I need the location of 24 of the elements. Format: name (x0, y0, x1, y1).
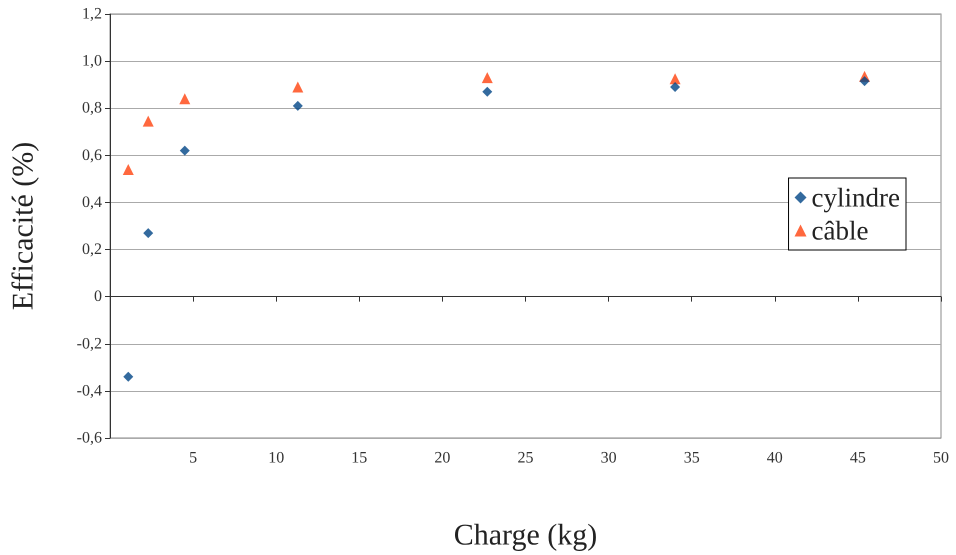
y-tick-label: -0,2 (76, 335, 102, 352)
y-tick-label: -0,6 (76, 430, 102, 446)
legend-label: cylindre (812, 182, 900, 212)
x-tick-label: 10 (268, 450, 284, 466)
y-tick-label: 1,0 (82, 52, 102, 70)
y-tick-label: 0,6 (82, 146, 102, 164)
x-tick-label: 25 (518, 450, 534, 466)
x-tick-label: 30 (600, 450, 617, 466)
x-tick-label: 15 (351, 450, 368, 466)
y-tick-label: 1,2 (82, 6, 102, 22)
y-tick-label: 0,8 (82, 100, 102, 117)
x-tick-label: 35 (684, 450, 700, 466)
y-tick-label: 0,2 (82, 241, 102, 258)
y-tick-label: 0 (94, 288, 102, 306)
x-tick-label: 5 (189, 450, 198, 466)
legend-label: câble (812, 216, 869, 246)
y-tick-label: 0,4 (82, 194, 102, 211)
y-axis-title: Efficacité (%) (6, 142, 40, 310)
x-tick-label: 40 (766, 450, 783, 466)
x-tick-label: 50 (933, 450, 949, 466)
y-tick-label: -0,4 (76, 382, 102, 400)
x-tick-label: 45 (850, 450, 866, 466)
x-axis-title: Charge (kg) (454, 518, 598, 552)
x-tick-label: 20 (434, 450, 450, 466)
